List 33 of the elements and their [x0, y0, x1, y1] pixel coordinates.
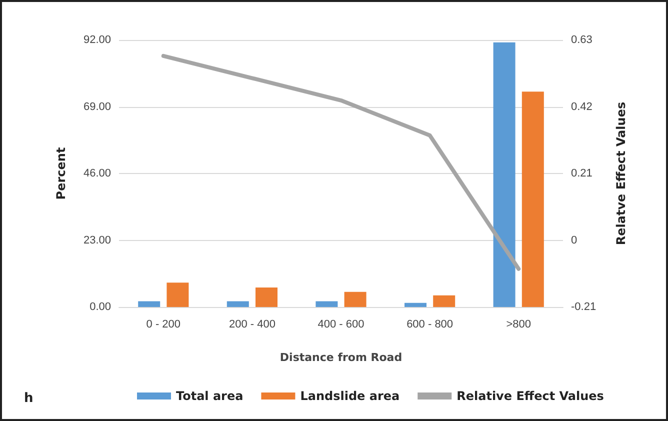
legend-label: Total area: [176, 389, 244, 403]
y-tick-label: 0.00: [90, 301, 111, 313]
x-tick-label: >800: [506, 318, 531, 330]
bar: [433, 295, 456, 307]
y-tick-label: 46.00: [83, 168, 111, 180]
y2-axis-title: Relatve Effect Values: [614, 102, 628, 246]
x-tick-label: 400 - 600: [318, 318, 364, 330]
bar: [344, 292, 366, 307]
y2-tick-label: 0.21: [571, 168, 592, 180]
legend-label: Landslide area: [300, 389, 400, 403]
bar: [404, 302, 426, 307]
x-axis-title: Distance from Road: [280, 351, 402, 364]
y-axis-title: Percent: [54, 147, 68, 200]
bar: [256, 288, 278, 307]
y-tick-label: 23.00: [83, 234, 111, 246]
x-tick-label: 600 - 800: [406, 318, 454, 330]
x-tick-label: 0 - 200: [146, 318, 181, 330]
bar: [493, 42, 516, 307]
y2-tick-label: 0.63: [571, 34, 592, 46]
legend-label: Relative Effect Values: [456, 389, 604, 403]
y2-tick-label: 0.42: [571, 100, 592, 113]
bar: [522, 92, 544, 307]
bar: [138, 301, 160, 307]
line-series: [161, 54, 521, 271]
y2-tick-label: 0: [571, 234, 578, 246]
y-tick-label: 92.00: [83, 34, 111, 46]
bar: [226, 301, 249, 307]
y2-tick-label: -0.21: [571, 301, 596, 313]
x-tick-label: 200 - 400: [228, 318, 276, 330]
bar: [166, 282, 189, 307]
text: h: [24, 391, 34, 406]
bar: [316, 301, 338, 307]
y-tick-label: 69.00: [83, 100, 111, 113]
